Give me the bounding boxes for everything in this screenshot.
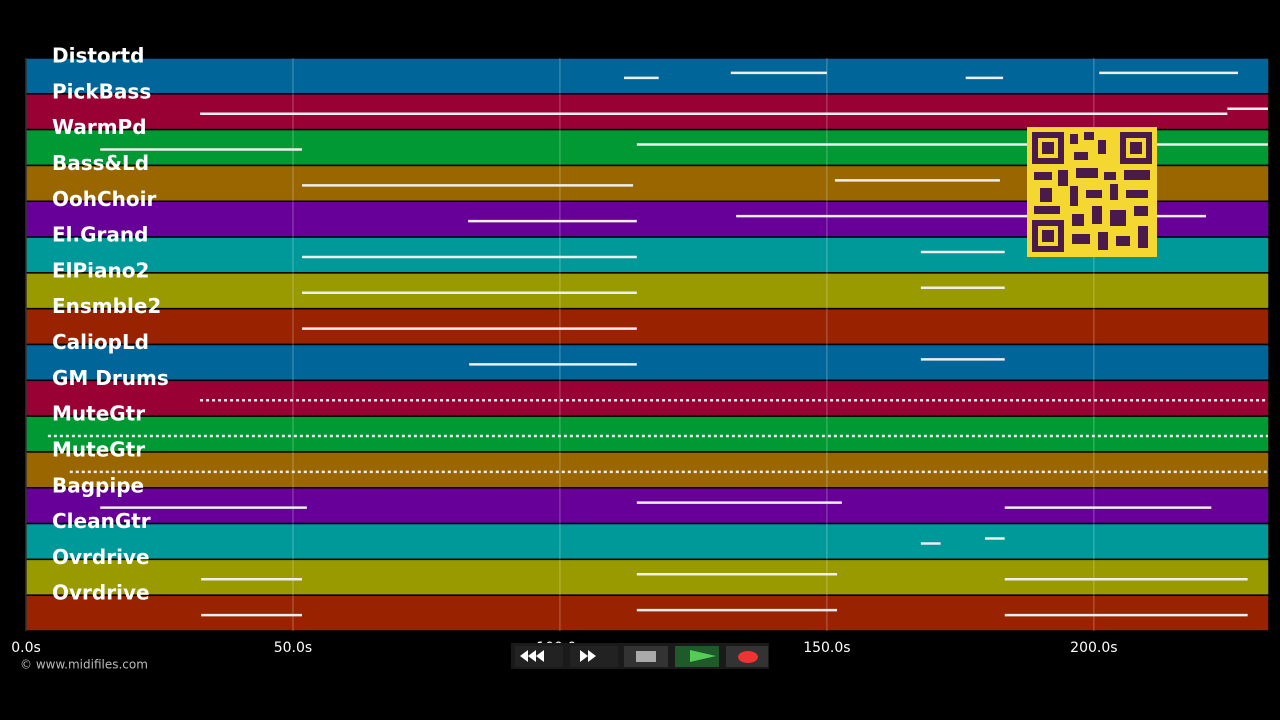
track-row xyxy=(25,451,1270,489)
stop-button[interactable] xyxy=(624,646,668,667)
track-row xyxy=(25,415,1270,453)
tick-label: 200.0s xyxy=(1070,640,1117,656)
track-row xyxy=(25,558,1270,596)
track-row xyxy=(25,272,1270,310)
track-row xyxy=(25,307,1270,346)
track-row xyxy=(25,487,1270,525)
track-label: CleanGtr xyxy=(52,509,151,533)
track-label: GM Drums xyxy=(52,366,169,390)
track-label: Bass&Ld xyxy=(52,151,149,175)
track-label: OohChoir xyxy=(52,187,156,211)
track-label: Ovrdrive xyxy=(52,581,150,605)
qr-code xyxy=(1027,127,1157,257)
transport-controls xyxy=(511,643,769,669)
track-row xyxy=(25,343,1270,382)
track-label: Ovrdrive xyxy=(52,545,150,569)
track-label: Bagpipe xyxy=(52,473,144,497)
track-label: WarmPd xyxy=(52,115,147,139)
rewind-button[interactable] xyxy=(515,646,563,667)
record-button[interactable] xyxy=(726,646,768,667)
forward-button[interactable] xyxy=(570,646,618,667)
track-row xyxy=(25,522,1270,561)
track-row xyxy=(25,93,1270,131)
tick-label: 150.0s xyxy=(803,640,850,656)
track-label: Ensmble2 xyxy=(52,294,161,318)
track-row xyxy=(25,379,1270,417)
track-label: MuteGtr xyxy=(52,437,145,461)
track-row xyxy=(25,594,1270,632)
track-label: MuteGtr xyxy=(52,402,145,426)
track-label: CaliopLd xyxy=(52,330,149,354)
track-label: Distortd xyxy=(52,44,144,68)
credit: © www.midifiles.com xyxy=(20,658,148,672)
notes xyxy=(47,71,1268,617)
play-button[interactable] xyxy=(675,646,719,667)
track-row xyxy=(25,57,1270,95)
track-label: ElPiano2 xyxy=(52,258,149,282)
track-label: PickBass xyxy=(52,79,151,103)
tick-label: 0.0s xyxy=(11,640,41,656)
tick-label: 50.0s xyxy=(274,640,312,656)
track-label: El.Grand xyxy=(52,223,148,247)
